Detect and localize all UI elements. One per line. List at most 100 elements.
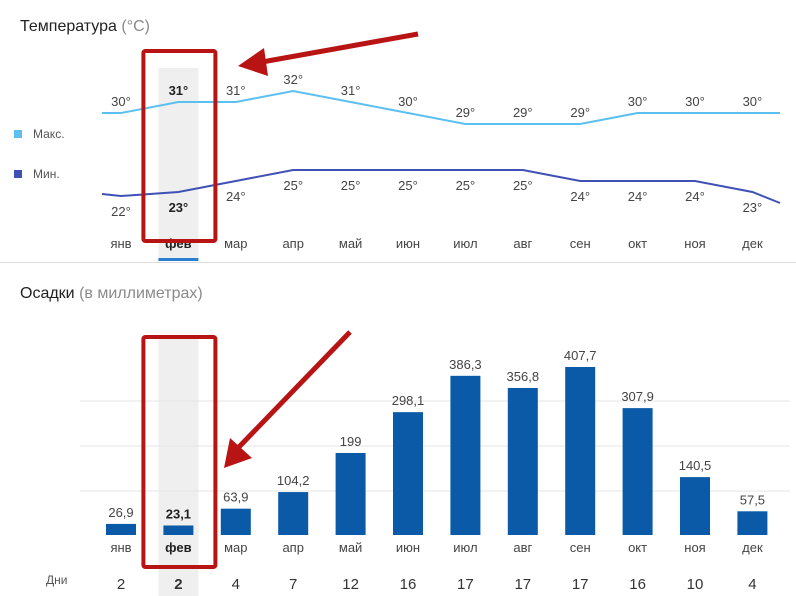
min-temp-label-ноя: 24° xyxy=(685,189,705,204)
precip-bar-ноя xyxy=(680,477,710,535)
precip-value-label-май: 199 xyxy=(340,434,362,449)
temp-highlight-box xyxy=(141,49,218,243)
temperature-title: Температура (°C) xyxy=(20,18,150,36)
rain-days-июн: 16 xyxy=(400,576,417,593)
min-temp-label-сен: 24° xyxy=(570,189,590,204)
min-temp-label-авг: 25° xyxy=(513,178,533,193)
temp-month-label-ноя: ноя xyxy=(684,236,705,251)
temp-month-label-июл: июл xyxy=(453,236,477,251)
selected-column-precipitation xyxy=(158,338,199,596)
precip-value-label-июл: 386,3 xyxy=(449,357,482,372)
rain-days-авг: 17 xyxy=(514,576,531,593)
rain-days-ноя: 10 xyxy=(687,576,704,593)
precip-month-label-дек: дек xyxy=(742,540,763,555)
temp-arrow-shaft xyxy=(261,31,419,65)
min-temp-label-дек: 23° xyxy=(743,200,763,215)
rain-days-июл: 17 xyxy=(457,576,474,593)
rain-days-мар: 4 xyxy=(232,576,240,593)
precip-arrow-shaft xyxy=(236,330,352,450)
max-temp-label-ноя: 30° xyxy=(685,94,705,109)
precip-bar-сен xyxy=(565,367,596,535)
precip-bar-апр xyxy=(278,492,309,535)
precipitation-unit: (в миллиметрах) xyxy=(79,285,203,302)
min-temp-label-май: 25° xyxy=(341,178,361,193)
precipitation-title: Осадки (в миллиметрах) xyxy=(20,285,203,303)
temp-month-label-фев: фев xyxy=(165,236,191,251)
rain-days-окт: 16 xyxy=(629,576,646,593)
max-temp-label-окт: 30° xyxy=(628,94,648,109)
max-temp-label-июн: 30° xyxy=(398,94,418,109)
precip-bar-июл xyxy=(450,375,481,535)
temp-month-label-окт: окт xyxy=(628,236,647,251)
temperature-unit: (°C) xyxy=(121,18,150,35)
precip-bar-мар xyxy=(220,508,251,535)
precip-month-label-янв: янв xyxy=(110,540,131,555)
max-temp-line xyxy=(102,89,780,125)
precip-value-label-янв: 26,9 xyxy=(108,505,133,520)
precip-month-label-авг: авг xyxy=(513,540,532,555)
temp-month-label-янв: янв xyxy=(110,236,131,251)
rain-days-янв: 2 xyxy=(117,576,125,593)
selected-month-underline xyxy=(158,258,199,261)
precip-month-label-мар: мар xyxy=(224,540,247,555)
max-temp-label-дек: 30° xyxy=(743,94,763,109)
temp-month-label-май: май xyxy=(339,236,362,251)
precip-bar-авг xyxy=(507,387,538,535)
temp-month-label-авг: авг xyxy=(513,236,532,251)
min-temp-label-апр: 25° xyxy=(283,178,303,193)
precip-value-label-окт: 307,9 xyxy=(621,389,654,404)
temp-month-label-сен: сен xyxy=(570,236,591,251)
precip-value-label-фев: 23,1 xyxy=(166,506,191,521)
temperature-title-text: Температура xyxy=(20,18,117,35)
precip-value-label-апр: 104,2 xyxy=(277,473,310,488)
min-temp-label-июн: 25° xyxy=(398,178,418,193)
precip-bar-май xyxy=(335,452,366,535)
precip-bar-окт xyxy=(622,408,653,535)
max-temp-label-авг: 29° xyxy=(513,105,533,120)
temp-month-label-мар: мар xyxy=(224,236,247,251)
legend-min-swatch xyxy=(14,170,22,178)
max-temp-label-янв: 30° xyxy=(111,94,131,109)
precip-month-label-июн: июн xyxy=(396,540,420,555)
precip-value-label-дек: 57,5 xyxy=(740,492,765,507)
precip-arrow-head xyxy=(224,438,252,468)
precip-highlight-box xyxy=(141,335,218,569)
max-temp-label-мар: 31° xyxy=(226,83,246,98)
min-temp-label-мар: 24° xyxy=(226,189,246,204)
max-temp-label-апр: 32° xyxy=(283,72,303,87)
min-temp-label-фев: 23° xyxy=(169,200,189,215)
rain-days-май: 12 xyxy=(342,576,359,593)
max-temp-label-сен: 29° xyxy=(570,105,590,120)
days-label: Дни xyxy=(46,573,68,587)
precip-bar-дек xyxy=(737,511,768,535)
legend-max: Макс. xyxy=(14,127,65,141)
rain-days-апр: 7 xyxy=(289,576,297,593)
precip-bar-янв xyxy=(106,523,136,535)
precip-month-label-фев: фев xyxy=(165,540,191,555)
precip-value-label-ноя: 140,5 xyxy=(679,458,712,473)
min-temp-line xyxy=(101,169,781,204)
precip-month-label-май: май xyxy=(339,540,362,555)
temp-arrow-head xyxy=(238,48,268,76)
legend-min: Мин. xyxy=(14,167,60,181)
max-temp-label-июл: 29° xyxy=(456,105,476,120)
precip-month-label-апр: апр xyxy=(282,540,304,555)
rain-days-сен: 17 xyxy=(572,576,589,593)
min-temp-label-янв: 22° xyxy=(111,204,131,219)
temp-month-label-апр: апр xyxy=(282,236,304,251)
max-temp-label-май: 31° xyxy=(341,83,361,98)
selected-column-temperature xyxy=(158,68,199,260)
precip-bar-фев xyxy=(163,525,194,535)
legend-max-swatch xyxy=(14,130,22,138)
precip-value-label-сен: 407,7 xyxy=(564,348,597,363)
precip-value-label-июн: 298,1 xyxy=(392,393,425,408)
precip-bar-июн xyxy=(393,412,423,535)
section-divider xyxy=(0,262,796,263)
precip-month-label-июл: июл xyxy=(453,540,477,555)
max-temp-label-фев: 31° xyxy=(169,83,189,98)
rain-days-фев: 2 xyxy=(174,576,182,593)
temp-month-label-дек: дек xyxy=(742,236,763,251)
temp-month-label-июн: июн xyxy=(396,236,420,251)
